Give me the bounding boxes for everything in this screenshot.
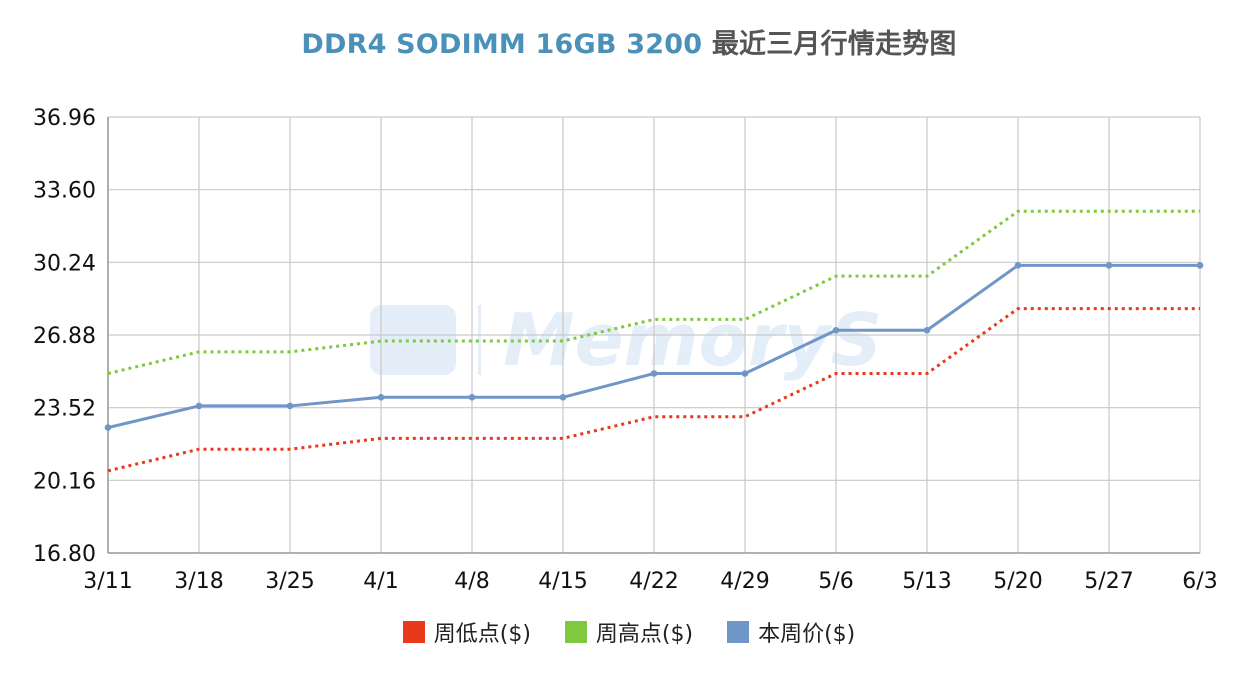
y-tick-label: 26.88 bbox=[33, 324, 96, 349]
chart-title: DDR4 SODIMM 16GB 3200 最近三月行情走势图 bbox=[0, 22, 1258, 61]
legend-label: 周低点($) bbox=[433, 622, 531, 647]
y-tick-label: 33.60 bbox=[33, 179, 96, 204]
data-point bbox=[741, 370, 749, 377]
y-tick-label: 36.96 bbox=[33, 106, 96, 131]
legend-item: 本周价($) bbox=[727, 616, 855, 648]
x-tick-label: 4/29 bbox=[720, 569, 769, 594]
y-tick-label: 20.16 bbox=[33, 469, 96, 494]
data-point bbox=[559, 393, 567, 401]
data-point bbox=[923, 326, 931, 334]
data-point bbox=[104, 424, 112, 431]
x-tick-label: 5/20 bbox=[993, 569, 1042, 594]
legend-item: 周高点($) bbox=[564, 616, 694, 648]
x-tick-label: 5/13 bbox=[902, 569, 951, 594]
legend-label: 周高点($) bbox=[595, 622, 694, 647]
data-point bbox=[377, 393, 385, 401]
series-line-1 bbox=[107, 209, 1200, 375]
data-point bbox=[1014, 262, 1022, 269]
data-point bbox=[650, 370, 658, 377]
legend-swatch bbox=[564, 621, 587, 643]
x-tick-label: 3/18 bbox=[174, 569, 223, 594]
x-tick-label: 6/3 bbox=[1182, 569, 1217, 594]
y-tick-label: 16.80 bbox=[33, 542, 96, 567]
data-point bbox=[286, 402, 294, 410]
x-tick-label: 3/11 bbox=[83, 569, 132, 594]
data-point bbox=[832, 326, 840, 334]
legend-item: 周低点($) bbox=[402, 616, 531, 648]
x-tick-label: 3/25 bbox=[265, 569, 314, 594]
x-tick-label: 4/15 bbox=[538, 569, 587, 594]
y-tick-label: 23.52 bbox=[33, 397, 96, 422]
x-tick-label: 4/22 bbox=[629, 569, 678, 594]
chart-title-sub: 最近三月行情走势图 bbox=[711, 29, 957, 60]
y-tick-label: 30.24 bbox=[33, 251, 96, 276]
chart-title-main: DDR4 SODIMM 16GB 3200 bbox=[301, 29, 703, 60]
data-point bbox=[195, 402, 203, 410]
data-point bbox=[1105, 262, 1113, 269]
legend-label: 本周价($) bbox=[758, 622, 856, 647]
x-tick-label: 5/27 bbox=[1084, 569, 1133, 594]
legend-swatch bbox=[402, 621, 425, 643]
legend-swatch bbox=[727, 621, 750, 643]
chart-legend: 周低点($) 周高点($) 本周价($) bbox=[0, 616, 1258, 648]
data-point bbox=[468, 393, 476, 401]
x-tick-label: 5/6 bbox=[818, 569, 853, 594]
series-line-0 bbox=[107, 307, 1200, 473]
x-tick-label: 4/1 bbox=[363, 569, 398, 594]
x-tick-label: 4/8 bbox=[454, 569, 489, 594]
data-point bbox=[1196, 262, 1204, 269]
